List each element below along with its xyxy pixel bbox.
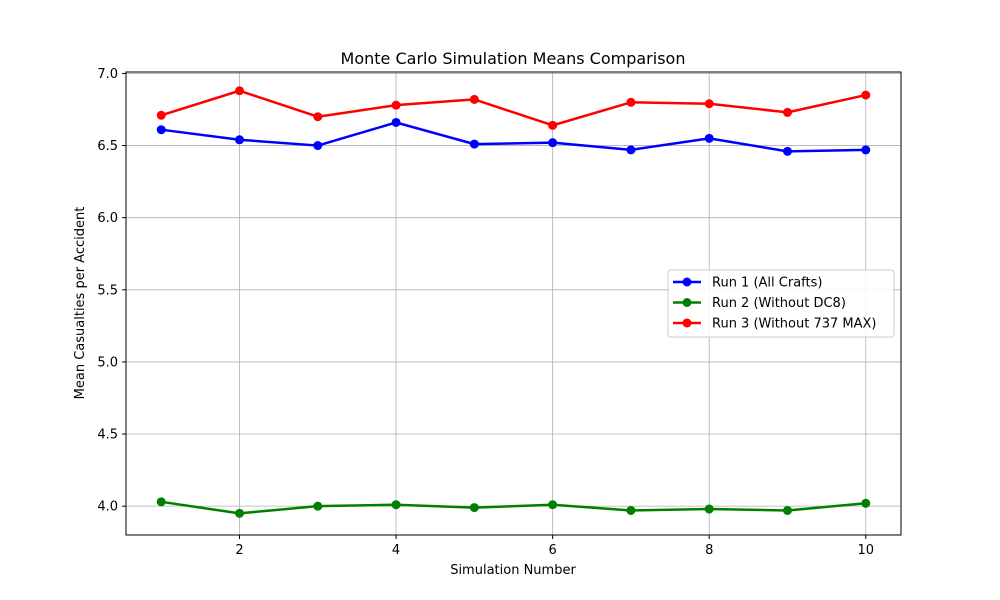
data-point [391, 100, 401, 110]
y-tick-label: 5.5 [97, 283, 118, 298]
x-tick-label: 10 [857, 543, 874, 558]
data-point [235, 508, 245, 518]
x-axis-label: Simulation Number [450, 563, 576, 578]
legend-marker [682, 298, 692, 307]
series-layer [156, 86, 871, 518]
data-point [469, 139, 479, 149]
data-point [313, 501, 323, 511]
series-line [160, 89, 867, 127]
data-point [156, 110, 166, 120]
series-group [156, 117, 871, 156]
y-axis-label: Mean Casualties per Accident [73, 207, 88, 400]
legend-marker [682, 318, 692, 328]
y-tick-label: 4.5 [97, 428, 118, 443]
data-point [156, 125, 166, 135]
x-tick-label: 6 [549, 543, 557, 558]
legend-item: Run 3 (Without 737 MAX) [673, 317, 877, 332]
data-point [235, 86, 245, 96]
x-tick-label: 8 [705, 543, 713, 558]
data-point [704, 99, 714, 109]
data-point [548, 138, 558, 148]
x-tick-label: 4 [392, 543, 400, 558]
data-point [782, 107, 792, 117]
legend-label: Run 3 (Without 737 MAX) [712, 317, 877, 332]
data-point [782, 505, 792, 515]
legend-label: Run 1 (All Crafts) [712, 276, 822, 291]
x-tick-label: 2 [235, 543, 243, 558]
y-tick-label: 6.5 [97, 139, 118, 154]
y-tick-label: 4.0 [97, 500, 118, 515]
data-point [704, 504, 714, 514]
legend-item: Run 1 (All Crafts) [673, 276, 822, 291]
y-tick-label: 6.0 [97, 211, 118, 226]
y-tick-label: 5.0 [97, 355, 118, 370]
y-tick-label: 7.0 [97, 67, 118, 82]
data-point [626, 505, 636, 515]
data-point [313, 141, 323, 151]
data-point [313, 112, 323, 122]
legend-box [667, 269, 895, 338]
data-point [235, 135, 245, 145]
data-point [704, 133, 714, 143]
data-point [861, 498, 871, 508]
series-group [156, 497, 871, 518]
data-point [391, 500, 401, 510]
data-point [548, 500, 558, 510]
legend-item: Run 2 (Without DC8) [673, 296, 846, 311]
data-point [861, 145, 871, 155]
legend-marker [682, 277, 692, 287]
series-group [156, 86, 871, 130]
series-line [161, 500, 866, 515]
data-point [156, 497, 166, 507]
data-point [391, 117, 401, 127]
data-point [548, 120, 558, 130]
legend-label: Run 2 (Without DC8) [712, 296, 846, 311]
data-point [469, 503, 479, 513]
chart-title: Monte Carlo Simulation Means Comparison [341, 49, 686, 68]
data-point [626, 145, 636, 155]
data-point [782, 146, 792, 156]
series-line [161, 121, 866, 153]
legend: Run 1 (All Crafts) Run 2 (Without DC8) Run… [667, 269, 895, 338]
plot-area-frame [125, 71, 902, 536]
data-point [861, 90, 871, 100]
data-point [626, 97, 636, 107]
data-point [469, 94, 479, 104]
tick-layer: 2 4 6 8 10 4.0 4.5 5.0 5.5 6.0 6.5 7.0 [97, 67, 874, 558]
